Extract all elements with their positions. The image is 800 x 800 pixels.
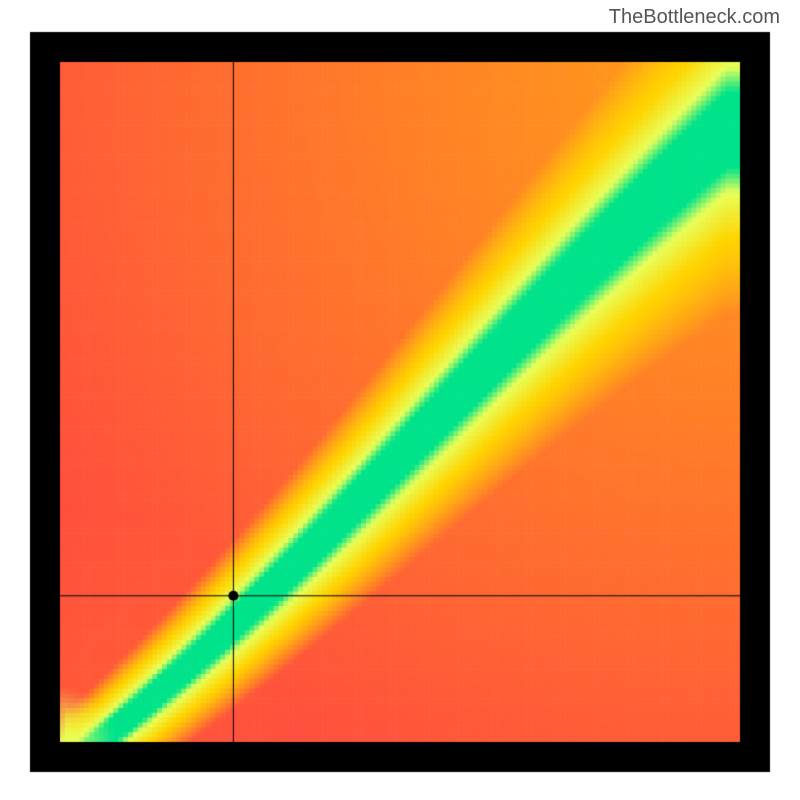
watermark-text: TheBottleneck.com: [609, 6, 780, 29]
bottleneck-heatmap: [0, 0, 800, 800]
